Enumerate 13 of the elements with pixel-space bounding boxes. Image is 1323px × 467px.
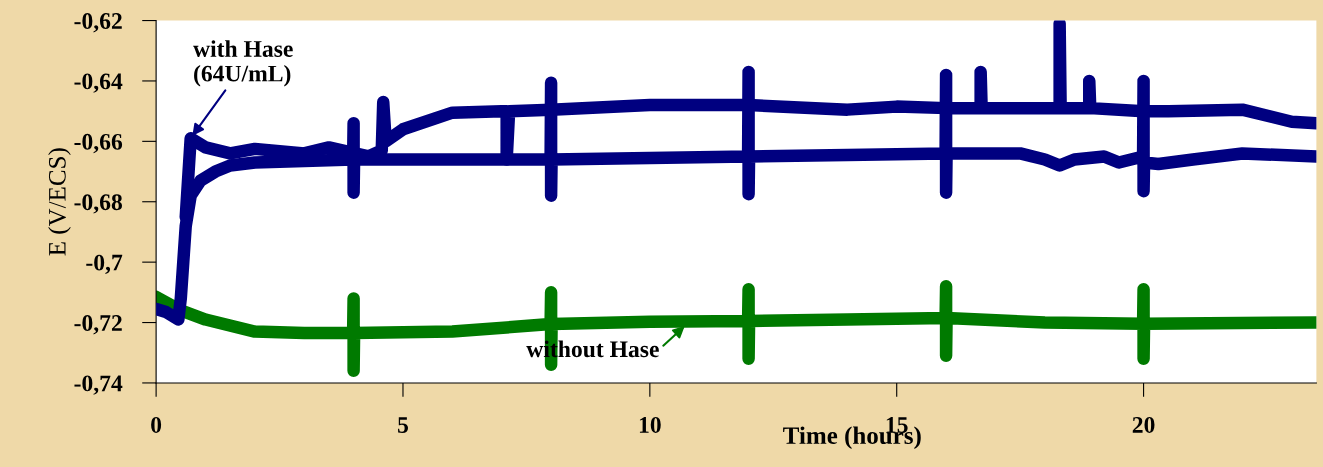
- y-tick-label: -0,68: [74, 194, 122, 214]
- y-tick-label: -0,64: [74, 73, 123, 93]
- x-tick-label: 5: [398, 417, 409, 433]
- y-tick-label: -0,62: [74, 13, 122, 33]
- y-tick-label: -0,74: [74, 375, 123, 395]
- y-tick-label: -0,7: [86, 254, 123, 274]
- x-tick-label: 0: [151, 416, 162, 433]
- y-tick-label: -0,72: [74, 315, 122, 335]
- x-tick-label: 20: [1132, 416, 1155, 433]
- x-tick-label: 10: [639, 416, 661, 433]
- y-tick-label: -0,66: [74, 133, 123, 154]
- annotation: with Hase (64U/mL): [193, 40, 293, 87]
- y-axis-title: E (V/ECS): [48, 148, 71, 256]
